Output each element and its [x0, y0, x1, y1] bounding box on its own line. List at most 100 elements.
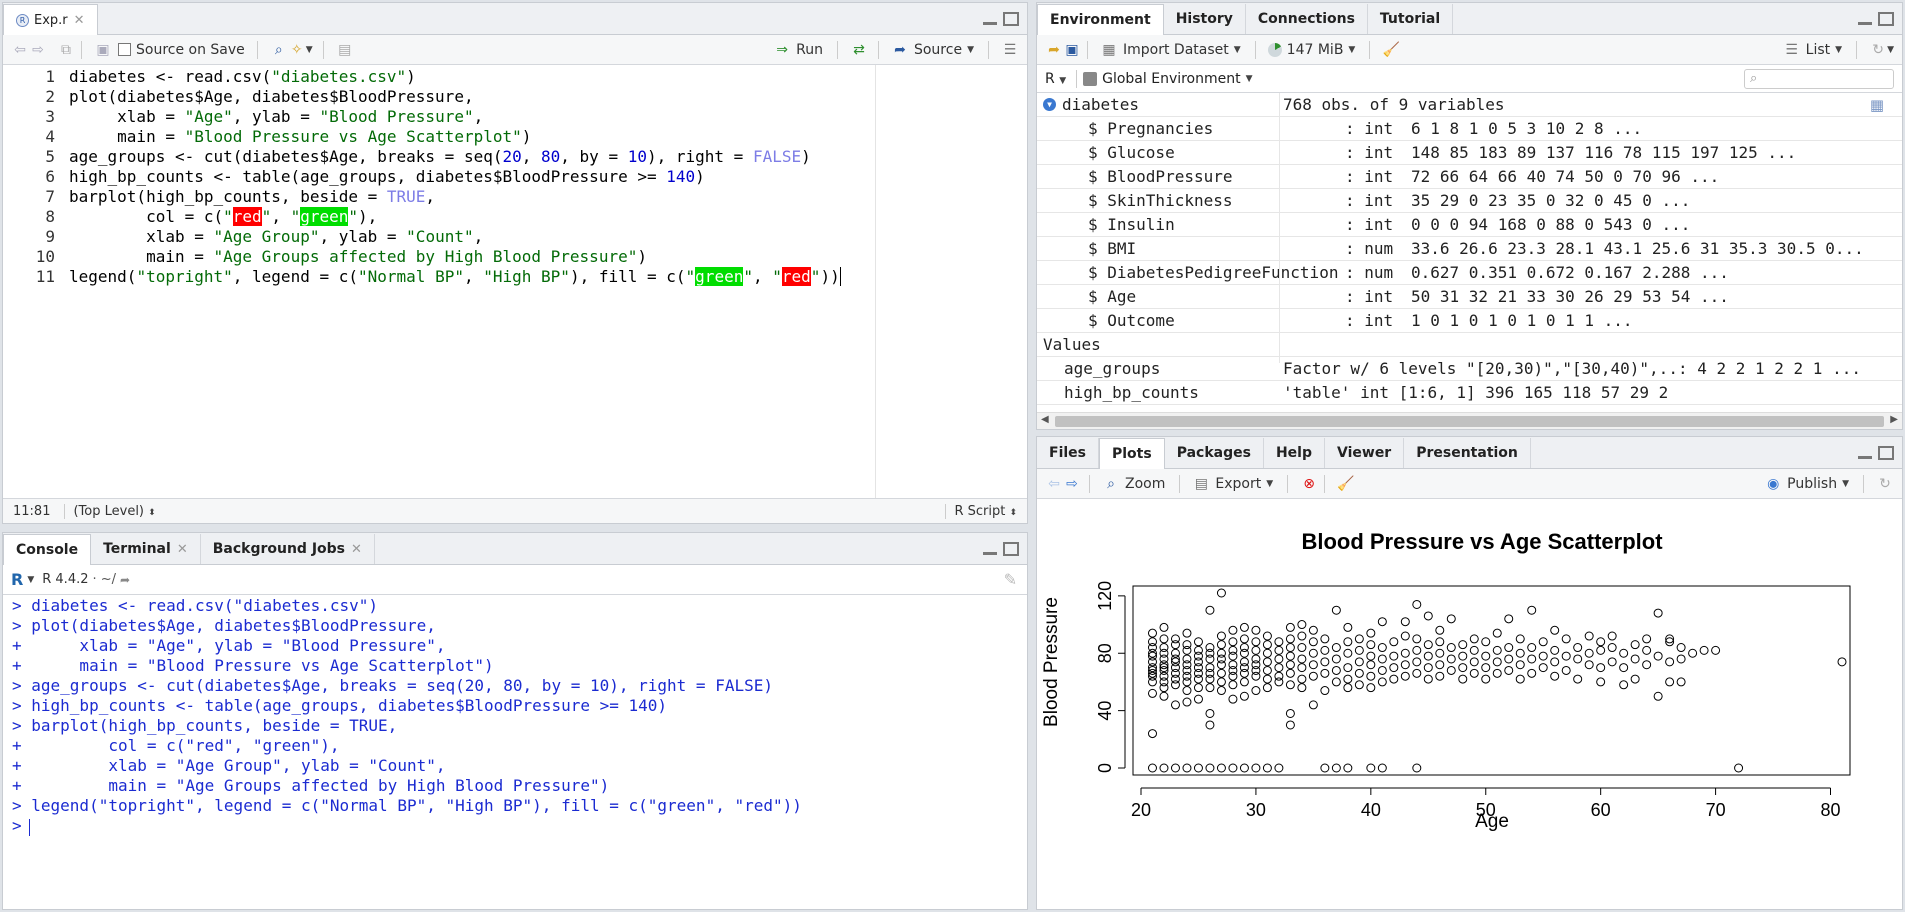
console-output[interactable]: > diabetes <- read.csv("diabetes.csv") > …: [3, 596, 1027, 909]
data-point: [1469, 657, 1479, 667]
code-editor[interactable]: 1 2 3 4 5 6 7 8 9 10 11 diabetes <- read.csv("diab…: [3, 65, 1027, 511]
tab-background-jobs[interactable]: Background Jobs ✕: [201, 534, 375, 564]
memory-usage-button[interactable]: 147 MiB ▼: [1267, 42, 1355, 58]
close-icon[interactable]: ✕: [351, 541, 362, 557]
remove-plot-icon[interactable]: ⊗: [1303, 475, 1315, 492]
tab-history[interactable]: History: [1164, 4, 1246, 34]
maximize-icon[interactable]: [1878, 12, 1894, 26]
refresh-icon[interactable]: ↻: [1879, 476, 1891, 492]
code-area[interactable]: diabetes <- read.csv("diabetes.csv") plot…: [69, 65, 1027, 511]
show-in-window-icon[interactable]: ⧉: [61, 41, 71, 58]
outline-icon[interactable]: ☰: [1003, 42, 1017, 58]
zoom-button[interactable]: ⌕ Zoom: [1102, 476, 1165, 492]
data-point: [1561, 651, 1571, 661]
tab-exp-r[interactable]: R Exp.r ✕: [3, 4, 98, 35]
value-row[interactable]: high_bp_counts 'table' int [1:6, 1] 396 1…: [1037, 381, 1902, 405]
chevron-down-icon[interactable]: ▼: [967, 45, 974, 55]
broom-icon[interactable]: 🧹: [1382, 41, 1401, 58]
go-to-directory-icon[interactable]: ➦: [120, 572, 131, 587]
dataset-row[interactable]: ▼ diabetes 768 obs. of 9 variables ▦: [1037, 93, 1902, 117]
variable-row[interactable]: $ Age: int 50 31 32 21 33 30 26 29 53 54 …: [1037, 285, 1902, 309]
data-point: [1147, 763, 1157, 773]
tab-environment[interactable]: Environment: [1037, 4, 1164, 35]
rerun-icon[interactable]: ⇄: [853, 42, 865, 58]
list-view-button[interactable]: ☰ List ▼: [1783, 42, 1842, 58]
variable-row[interactable]: $ Glucose: int 148 85 183 89 137 116 78 1…: [1037, 141, 1902, 165]
environment-selector[interactable]: Global Environment ▼: [1083, 71, 1253, 87]
search-icon[interactable]: ⌕: [274, 41, 283, 58]
variable-row[interactable]: $ DiabetesPedigreeFunction: num 0.627 0.3…: [1037, 261, 1902, 285]
minimize-icon[interactable]: [983, 22, 997, 25]
back-arrow-icon[interactable]: ⇦: [1048, 475, 1060, 492]
tab-console[interactable]: Console: [3, 534, 92, 565]
tab-packages[interactable]: Packages: [1165, 438, 1264, 468]
variable-row[interactable]: $ Outcome: int 1 0 1 0 1 0 1 0 1 1 ...: [1037, 309, 1902, 333]
tab-files[interactable]: Files: [1037, 438, 1099, 468]
close-icon[interactable]: ✕: [73, 12, 85, 28]
maximize-icon[interactable]: [1003, 542, 1019, 556]
data-point: [1262, 763, 1272, 773]
tab-viewer[interactable]: Viewer: [1325, 438, 1405, 468]
save-icon[interactable]: ▣: [96, 41, 110, 58]
save-icon[interactable]: ▣: [1065, 41, 1079, 58]
variable-name: $ BloodPressure: [1088, 167, 1233, 186]
minimize-icon[interactable]: [983, 552, 997, 555]
load-workspace-icon[interactable]: ➦: [1048, 41, 1060, 58]
forward-arrow-icon[interactable]: ⇨: [1066, 475, 1078, 492]
language-selector[interactable]: R ▼: [1045, 70, 1067, 87]
view-data-icon[interactable]: ▦: [1869, 95, 1884, 114]
tab-presentation[interactable]: Presentation: [1404, 438, 1531, 468]
tab-connections[interactable]: Connections: [1246, 4, 1368, 34]
scope-selector[interactable]: (Top Level) ⬍: [64, 503, 156, 519]
scrollbar-thumb[interactable]: [1055, 416, 1884, 427]
variable-values: 33.6 26.6 23.3 28.1 43.1 25.6 31 35.3 30…: [1411, 239, 1864, 258]
chevron-down-icon[interactable]: ▼: [1887, 45, 1894, 55]
close-icon[interactable]: ✕: [176, 541, 188, 557]
value-rows: age_groups Factor w/ 6 levels "[20,30)","…: [1037, 357, 1902, 405]
minimize-icon[interactable]: [1858, 456, 1872, 459]
horizontal-scrollbar[interactable]: ◀ ▶: [1037, 412, 1902, 429]
working-directory[interactable]: · ~/: [92, 572, 117, 587]
tab-plots[interactable]: Plots: [1099, 438, 1165, 469]
variable-row[interactable]: $ Pregnancies: int 6 1 8 1 0 5 3 10 2 8 .…: [1037, 117, 1902, 141]
variable-row[interactable]: $ BMI: num 33.6 26.6 23.3 28.1 43.1 25.6 …: [1037, 237, 1902, 261]
refresh-icon[interactable]: ↻: [1872, 42, 1884, 58]
clear-console-icon[interactable]: ✎: [1003, 570, 1017, 589]
expand-icon[interactable]: ▼: [1043, 98, 1056, 111]
chevron-down-icon[interactable]: ▼: [305, 44, 313, 55]
tab-tutorial[interactable]: Tutorial: [1368, 4, 1454, 34]
compile-report-icon[interactable]: ▤: [338, 41, 352, 58]
import-dataset-button[interactable]: ▦ Import Dataset ▼: [1100, 42, 1240, 58]
data-point: [1377, 763, 1387, 773]
tab-help[interactable]: Help: [1264, 438, 1325, 468]
variable-row[interactable]: $ Insulin: int 0 0 0 94 168 0 88 0 543 0 …: [1037, 213, 1902, 237]
data-point: [1573, 674, 1583, 684]
code-line-2: plot(diabetes$Age, diabetes$BloodPressur…: [69, 87, 474, 106]
data-point: [1515, 648, 1525, 658]
publish-button[interactable]: ◉ Publish ▼: [1764, 476, 1849, 492]
source-on-save-checkbox[interactable]: [118, 43, 131, 56]
export-button[interactable]: ▤ Export ▼: [1192, 476, 1273, 492]
tab-terminal[interactable]: Terminal ✕: [91, 534, 201, 564]
data-point: [1596, 663, 1606, 673]
variable-row[interactable]: $ SkinThickness: int 35 29 0 23 35 0 32 0…: [1037, 189, 1902, 213]
maximize-icon[interactable]: [1003, 12, 1019, 26]
chevron-down-icon[interactable]: ▼: [27, 574, 35, 585]
environment-search-input[interactable]: ⌕: [1744, 69, 1894, 89]
run-button[interactable]: ⇒ Run: [773, 42, 823, 58]
back-arrow-icon[interactable]: ⇦: [14, 41, 26, 58]
maximize-icon[interactable]: [1878, 446, 1894, 460]
data-point: [1423, 674, 1433, 684]
data-point: [1481, 674, 1491, 684]
data-point: [1550, 671, 1560, 681]
environment-icon: [1083, 71, 1098, 86]
value-row[interactable]: age_groups Factor w/ 6 levels "[20,30)","…: [1037, 357, 1902, 381]
minimize-icon[interactable]: [1858, 22, 1872, 25]
variable-row[interactable]: $ BloodPressure: int 72 66 64 66 40 74 50…: [1037, 165, 1902, 189]
magic-wand-icon[interactable]: ✧: [290, 41, 303, 58]
data-point: [1308, 637, 1318, 647]
file-type-selector[interactable]: R Script ⬍: [945, 503, 1017, 519]
source-button[interactable]: ➦ Source ▼: [891, 42, 974, 58]
forward-arrow-icon[interactable]: ⇨: [32, 41, 44, 58]
broom-icon[interactable]: 🧹: [1337, 475, 1355, 492]
